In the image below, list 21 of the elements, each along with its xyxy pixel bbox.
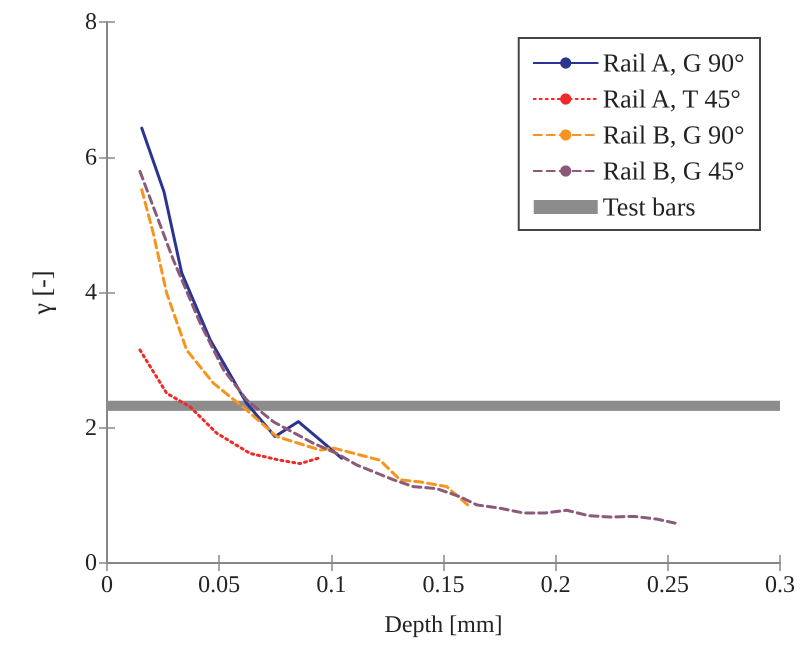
y-tick-label: 2 — [85, 414, 97, 441]
x-tick-label: 0 — [101, 572, 113, 598]
line-series — [138, 348, 320, 466]
x-tick-label: 0.3 — [765, 572, 795, 598]
x-tick-label: 0.1 — [316, 572, 346, 598]
y-axis-title: γ [-] — [28, 270, 56, 316]
x-tick-label: 0.05 — [198, 572, 240, 598]
legend-label: Rail A, T 45° — [602, 84, 741, 114]
x-tick-label: 0.15 — [422, 572, 464, 598]
legend-label: Rail B, G 90° — [602, 120, 745, 150]
y-tick-label: 6 — [85, 144, 97, 170]
line-series — [140, 188, 472, 508]
y-tick-label: 4 — [85, 280, 97, 306]
y-tick-label: 8 — [85, 9, 97, 35]
legend-label: Test bars — [602, 192, 696, 222]
y-tick-label: 0 — [85, 550, 97, 576]
legend-label: Rail A, G 90° — [602, 48, 745, 78]
x-tick-label: 0.2 — [540, 572, 571, 598]
x-tick-label: 0.25 — [646, 572, 689, 598]
x-axis-title: Depth [mm] — [384, 612, 502, 638]
legend-label: Rail B, G 45° — [602, 156, 745, 186]
